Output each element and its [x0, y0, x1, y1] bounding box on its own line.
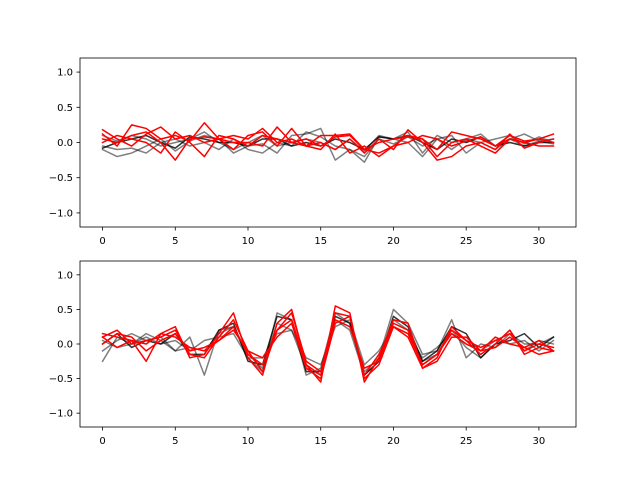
plot-area	[101, 305, 555, 383]
y-tick-label: −0.5	[49, 374, 73, 385]
y-tick-label: 0.0	[57, 340, 73, 351]
x-tick-label: 20	[387, 436, 400, 447]
y-tick-label: 0.5	[57, 305, 73, 316]
x-tick-label: 10	[242, 436, 255, 447]
x-tick-label: 20	[387, 236, 400, 247]
red-series-line-6	[101, 312, 555, 380]
x-tick-label: 0	[99, 236, 105, 247]
x-tick-label: 30	[533, 236, 546, 247]
red-series-line-7	[101, 319, 555, 376]
top-subplot: 0 5 10 15 20 25 30 −1.0 −0.5 0.0 0.5 1.0	[49, 57, 577, 247]
bottom-subplot: 0 5 10 15 20 25 30 −1.0 −0.5 0.0 0.5 1.0	[49, 260, 577, 447]
y-tick-label: 0.0	[57, 138, 73, 149]
y-tick-label: −1.0	[49, 208, 73, 219]
x-tick-label: 30	[533, 436, 546, 447]
red-series-line-8	[101, 122, 555, 154]
plot-area	[101, 122, 555, 163]
red-series-line-5	[101, 126, 555, 151]
x-tick-label: 25	[460, 436, 473, 447]
red-series-line-8	[101, 315, 555, 380]
y-tick-label: 1.0	[57, 270, 73, 281]
x-tick-label: 15	[314, 236, 327, 247]
x-tick-label: 15	[314, 436, 327, 447]
x-tick-label: 25	[460, 236, 473, 247]
x-tick-label: 10	[242, 236, 255, 247]
y-tick-label: 1.0	[57, 68, 73, 79]
x-tick-label: 5	[172, 436, 178, 447]
y-tick-label: −0.5	[49, 173, 73, 184]
x-tick-label: 0	[99, 436, 105, 447]
red-series-line-6	[101, 127, 555, 161]
y-tick-label: −1.0	[49, 409, 73, 420]
x-tick-label: 5	[172, 236, 178, 247]
y-tick-label: 0.5	[57, 103, 73, 114]
